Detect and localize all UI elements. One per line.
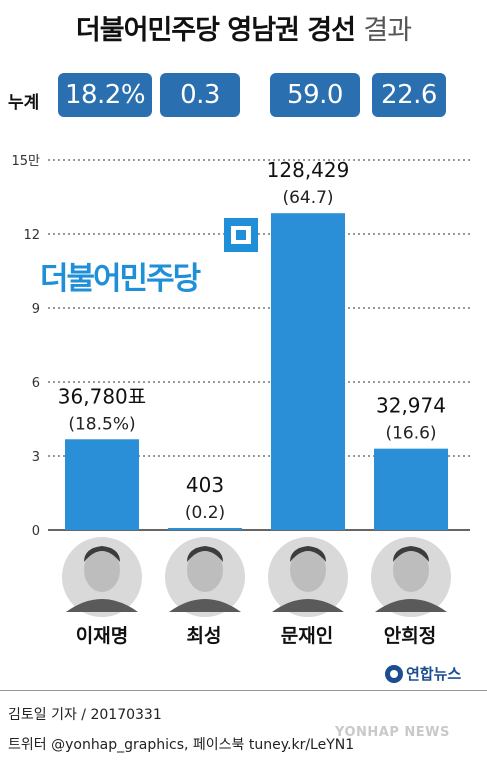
candidate-photos xyxy=(60,535,453,619)
y-tick-label: 0 xyxy=(32,524,40,539)
data-label-votes: 403 xyxy=(186,473,224,497)
y-tick-label: 6 xyxy=(32,376,40,391)
shoulders-shape xyxy=(66,599,138,612)
shoulders-shape xyxy=(272,599,344,612)
candidate-name: 이재명 xyxy=(75,625,129,647)
cumulative-value: 22.6 xyxy=(372,73,446,117)
candidate-name: 안희정 xyxy=(383,625,437,647)
data-labels: 36,780표 (18.5%) 403 (0.2) 128,429 (64.7) 32,97… xyxy=(58,158,446,523)
data-label-percent: (16.6) xyxy=(385,424,436,444)
social-credit: 트위터 @yonhap_graphics, 페이스북 tuney.kr/LeYN… xyxy=(8,737,355,753)
shoulders-shape xyxy=(169,599,241,612)
y-tick-label: 9 xyxy=(32,302,40,317)
hair-shape xyxy=(187,546,223,562)
party-logo-icon xyxy=(224,218,258,252)
y-tick-label: 3 xyxy=(32,450,40,465)
face-shape xyxy=(84,548,120,592)
title-sub: 결과 xyxy=(363,15,412,46)
candidate-photo xyxy=(60,535,144,619)
data-label-percent: (64.7) xyxy=(282,188,333,208)
bar xyxy=(168,528,242,530)
bar xyxy=(65,439,139,530)
candidate-name: 최성 xyxy=(186,625,222,647)
candidate-photo xyxy=(369,535,453,619)
watermark: YONHAP NEWS xyxy=(335,725,450,740)
data-label-votes: 128,429 xyxy=(267,158,350,182)
bars xyxy=(65,213,448,530)
hair-shape xyxy=(393,546,429,562)
face-shape xyxy=(290,548,326,592)
page-title: 더불어민주당 영남권 경선 결과 xyxy=(0,8,487,47)
cumulative-label: 누계 xyxy=(8,93,40,113)
candidate-photo xyxy=(266,535,350,619)
hair-shape xyxy=(84,546,120,562)
candidate-name: 문재인 xyxy=(280,625,334,647)
face-shape xyxy=(393,548,429,592)
bar-chart: 0 3 6 9 12 15만 36,780표 (18.5%) 403 (0.2) 128,429 (… xyxy=(11,154,470,619)
logo-text: 연합뉴스 xyxy=(406,665,462,683)
hair-shape xyxy=(290,546,326,562)
data-label-votes: 32,974 xyxy=(376,394,446,418)
y-tick-label: 15만 xyxy=(11,154,40,169)
yonhap-logo-icon xyxy=(385,664,403,683)
divider xyxy=(0,690,487,691)
data-label-percent: (0.2) xyxy=(185,503,225,523)
yonhap-logo: 연합뉴스 xyxy=(384,663,461,684)
cumulative-value: 18.2% xyxy=(58,73,152,117)
reporter-credit: 김토일 기자 / 20170331 xyxy=(8,707,162,723)
party-name: 더불어민주당 xyxy=(40,261,201,297)
cumulative-value: 0.3 xyxy=(160,73,240,117)
shoulders-shape xyxy=(375,599,447,612)
bar xyxy=(271,213,345,530)
data-label-percent: (18.5%) xyxy=(68,414,135,434)
title-main: 더불어민주당 영남권 경선 xyxy=(75,15,356,46)
bar xyxy=(374,448,448,530)
cumulative-value: 59.0 xyxy=(270,73,360,117)
face-shape xyxy=(187,548,223,592)
y-tick-label: 12 xyxy=(23,228,40,243)
candidate-photo xyxy=(163,535,247,619)
data-label-votes: 36,780표 xyxy=(58,384,146,408)
